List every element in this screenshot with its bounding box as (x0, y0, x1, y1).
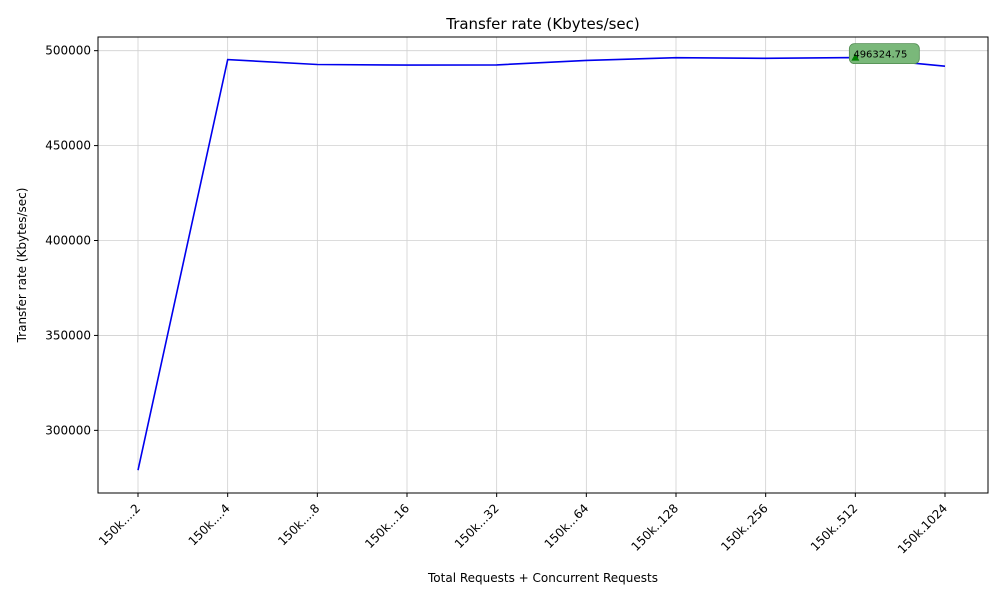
annotation-box (848, 43, 920, 65)
y-axis-label: Transfer rate (Kbytes/sec) (15, 188, 29, 344)
x-tick-label: 150k.1024 (895, 501, 950, 556)
x-tick-label: 150k....4 (186, 501, 233, 548)
annotation: 496324.75 (848, 43, 920, 65)
x-tick-label: 150k....2 (96, 501, 143, 548)
max-marker (851, 53, 860, 61)
y-tick-label: 450000 (45, 139, 91, 153)
grid (98, 37, 988, 493)
y-tick-label: 400000 (45, 234, 91, 248)
y-tick-label: 500000 (45, 44, 91, 58)
x-tick-label: 150k...32 (452, 501, 502, 551)
annotation-label: 496324.75 (853, 50, 907, 61)
x-tick-label: 150k..128 (629, 501, 682, 554)
x-axis-label: Total Requests + Concurrent Requests (427, 571, 658, 585)
x-tick-label: 150k...64 (542, 501, 592, 551)
series (137, 56, 946, 471)
chart-title: Transfer rate (Kbytes/sec) (445, 15, 640, 33)
plot-frame (97, 36, 989, 494)
y-tick-label: 300000 (45, 423, 91, 437)
x-axis-ticks: 150k....2 150k....4 150k....8 150k...16 150k… (96, 493, 950, 557)
x-tick-label: 150k..256 (718, 501, 771, 554)
y-axis-ticks: 300000 350000 400000 450000 500000 (45, 44, 98, 437)
y-tick-label: 350000 (45, 328, 91, 342)
x-tick-label: 150k..512 (808, 501, 861, 554)
series-line (137, 56, 946, 471)
x-tick-label: 150k...16 (362, 501, 412, 551)
x-tick-label: 150k....8 (275, 501, 322, 548)
